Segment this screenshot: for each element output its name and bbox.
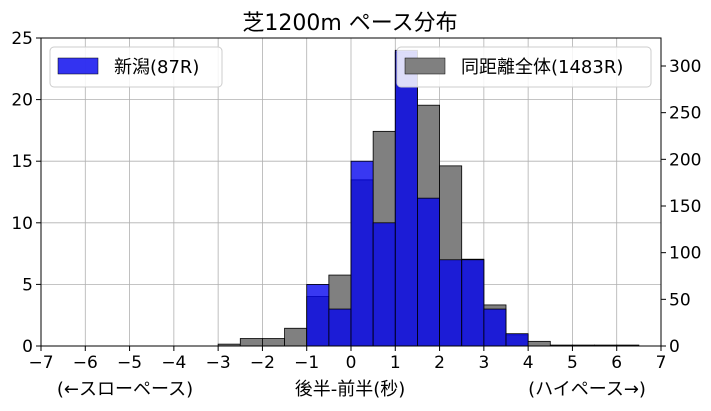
bar-niigata [350, 160, 374, 347]
bar-niigata [306, 283, 330, 347]
y-left-tick-label: 25 [11, 29, 33, 49]
x-axis-ticks: −7 −6 −5 −4 −3 −2 −1 0 1 2 3 4 5 6 7 [28, 346, 666, 373]
x-tick-label: −3 [206, 353, 231, 373]
y-left-tick-label: 10 [11, 214, 33, 234]
bars-niigata [306, 49, 529, 347]
x-tick-label: −7 [28, 353, 53, 373]
y-right-tick-label: 250 [669, 104, 701, 124]
bar-niigata [372, 222, 396, 347]
y-right-tick-label: 200 [669, 150, 701, 170]
x-tick-label: −6 [73, 353, 98, 373]
y-axis-left-ticks: 0 5 10 15 20 25 [11, 29, 41, 357]
x-axis-label: 後半-前半(秒) [295, 379, 406, 400]
legend-swatch-niigata [57, 57, 99, 75]
legend-label-overall: 同距離全体(1483R) [461, 57, 623, 78]
legend-box-right [396, 46, 652, 88]
x-tick-label: 0 [346, 353, 357, 373]
legend-swatch-overall [404, 57, 446, 75]
x-tick-label: 6 [611, 353, 622, 373]
y-right-tick-label: 100 [669, 244, 701, 264]
bar-niigata [328, 308, 352, 347]
bar-overall [262, 338, 285, 347]
x-tick-label: 5 [567, 353, 578, 373]
legend-box-left [49, 46, 223, 88]
x-tick-label: −5 [117, 353, 142, 373]
chart-title: 芝1200m ペース分布 [242, 11, 457, 36]
bar-niigata [483, 308, 507, 347]
legend-niigata: 新潟(87R) [49, 46, 223, 88]
bar-overall [284, 327, 308, 347]
bar-niigata [417, 197, 440, 347]
y-left-tick-label: 20 [11, 91, 33, 111]
legend-label-niigata: 新潟(87R) [114, 57, 199, 78]
bar-overall [527, 340, 551, 347]
y-right-tick-label: 150 [669, 197, 701, 217]
x-tick-label: 7 [656, 353, 667, 373]
bar-niigata [461, 259, 485, 347]
x-tick-label: 2 [434, 353, 445, 373]
y-left-tick-label: 5 [22, 275, 33, 295]
x-tick-label: 1 [390, 353, 401, 373]
y-right-tick-label: 0 [669, 337, 680, 357]
y-axis-right-ticks: 0 50 100 150 200 250 300 [661, 57, 701, 357]
bar-niigata [439, 259, 463, 347]
y-right-tick-label: 300 [669, 57, 701, 77]
x-label-slow: (←スローペース) [57, 379, 193, 400]
bar-niigata [505, 333, 529, 347]
legend-overall: 同距離全体(1483R) [396, 46, 652, 88]
y-left-tick-label: 15 [11, 152, 33, 172]
x-tick-label: 3 [478, 353, 489, 373]
x-label-high: (ハイペース→) [528, 379, 646, 400]
y-right-tick-label: 50 [669, 290, 691, 310]
x-tick-label: −1 [294, 353, 319, 373]
bar-niigata [394, 49, 418, 347]
x-tick-label: −2 [250, 353, 275, 373]
x-tick-label: −4 [161, 353, 186, 373]
x-tick-label: 4 [523, 353, 534, 373]
y-left-tick-label: 0 [22, 337, 33, 357]
bar-overall [239, 338, 263, 347]
